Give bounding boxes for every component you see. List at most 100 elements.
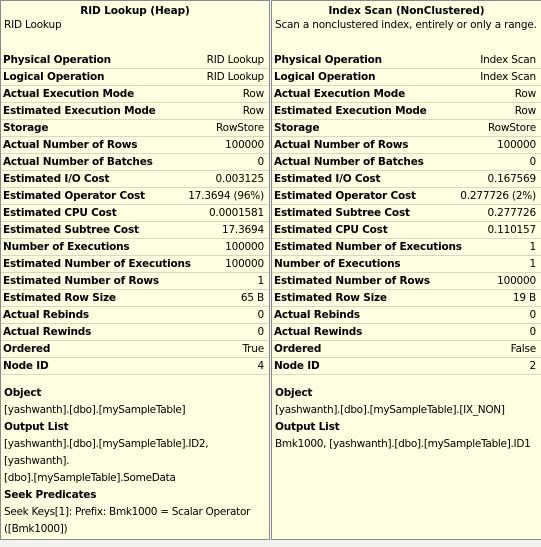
- property-value: 1: [529, 241, 537, 253]
- property-row: Physical Operation RID Lookup: [1, 52, 269, 69]
- index-scan-tooltip: Index Scan (NonClustered) Scan a nonclus…: [271, 0, 541, 540]
- detail-section: Object [yashwanth].[dbo].[mySampleTable].…: [272, 385, 541, 419]
- property-label: Storage: [274, 122, 320, 134]
- property-value: 100000: [225, 139, 264, 151]
- property-label: Estimated Row Size: [3, 292, 116, 304]
- detail-sections: Object [yashwanth].[dbo].[mySampleTable].…: [272, 375, 541, 453]
- property-label: Ordered: [3, 343, 51, 355]
- property-label: Estimated Execution Mode: [274, 105, 427, 117]
- property-value: 1: [529, 258, 537, 270]
- property-row: Estimated Number of Executions 100000: [1, 256, 269, 273]
- property-label: Node ID: [274, 360, 320, 372]
- property-value: 65 B: [240, 292, 264, 304]
- property-label: Storage: [3, 122, 49, 134]
- property-value: 0: [257, 326, 265, 338]
- property-row: Estimated I/O Cost 0.167569: [272, 171, 541, 188]
- property-value: Row: [514, 88, 536, 100]
- property-row: Actual Rewinds 0: [1, 324, 269, 341]
- property-row: Estimated Number of Executions 1: [272, 239, 541, 256]
- property-row: Logical Operation RID Lookup: [1, 69, 269, 86]
- detail-section: Output List [yashwanth].[dbo].[mySampleTa…: [1, 419, 269, 487]
- tooltip-description: Scan a nonclustered index, entirely or o…: [275, 19, 537, 31]
- property-label: Physical Operation: [3, 54, 111, 66]
- section-line: [dbo].[mySampleTable].SomeData: [4, 472, 176, 484]
- property-label: Estimated Number of Executions: [274, 241, 462, 253]
- property-value: Row: [242, 88, 264, 100]
- property-row: Storage RowStore: [272, 120, 541, 137]
- property-value: RowStore: [488, 122, 536, 134]
- property-row: Actual Rebinds 0: [272, 307, 541, 324]
- property-value: 0: [257, 309, 265, 321]
- section-heading: Seek Predicates: [4, 489, 97, 501]
- property-row: Physical Operation Index Scan: [272, 52, 541, 69]
- property-label: Actual Rewinds: [274, 326, 363, 338]
- property-label: Actual Number of Rows: [274, 139, 409, 151]
- properties-list: Physical Operation Index Scan Logical Oper…: [272, 52, 541, 375]
- property-label: Estimated Number of Rows: [274, 275, 430, 287]
- property-row: Estimated Number of Rows 1: [1, 273, 269, 290]
- properties-list: Physical Operation RID Lookup Logical Oper…: [1, 52, 269, 375]
- property-row: Estimated Execution Mode Row: [1, 103, 269, 120]
- property-label: Number of Executions: [3, 241, 130, 253]
- property-row: Estimated CPU Cost 0.0001581: [1, 205, 269, 222]
- property-label: Estimated Execution Mode: [3, 105, 156, 117]
- property-row: Actual Number of Rows 100000: [272, 137, 541, 154]
- property-label: Ordered: [274, 343, 322, 355]
- property-row: Ordered True: [1, 341, 269, 358]
- property-row: Ordered False: [272, 341, 541, 358]
- property-value: Index Scan: [480, 71, 536, 83]
- property-value: False: [510, 343, 537, 355]
- detail-section: Output List Bmk1000, [yashwanth].[dbo].[m…: [272, 419, 541, 453]
- property-label: Actual Rewinds: [3, 326, 92, 338]
- tooltip-description: RID Lookup: [4, 19, 62, 31]
- property-label: Estimated Subtree Cost: [274, 207, 410, 219]
- property-value: Index Scan: [480, 54, 536, 66]
- property-row: Estimated Row Size 19 B: [272, 290, 541, 307]
- property-value: 2: [529, 360, 537, 372]
- property-label: Actual Rebinds: [274, 309, 360, 321]
- property-row: Number of Executions 100000: [1, 239, 269, 256]
- property-label: Actual Number of Rows: [3, 139, 138, 151]
- property-label: Actual Number of Batches: [3, 156, 153, 168]
- property-row: Estimated Subtree Cost 17.3694: [1, 222, 269, 239]
- property-row: Number of Executions 1: [272, 256, 541, 273]
- property-label: Estimated Subtree Cost: [3, 224, 139, 236]
- property-label: Estimated I/O Cost: [3, 173, 110, 185]
- section-heading: Object: [4, 387, 42, 399]
- property-value: 0: [257, 156, 265, 168]
- property-value: 1: [257, 275, 265, 287]
- property-label: Estimated Operator Cost: [274, 190, 416, 202]
- property-value: 100000: [225, 241, 264, 253]
- property-label: Estimated Operator Cost: [3, 190, 145, 202]
- property-label: Logical Operation: [3, 71, 105, 83]
- property-value: Row: [514, 105, 536, 117]
- property-row: Actual Number of Rows 100000: [1, 137, 269, 154]
- section-heading: Output List: [4, 421, 69, 433]
- property-label: Estimated Row Size: [274, 292, 387, 304]
- property-row: Actual Execution Mode Row: [272, 86, 541, 103]
- background-strip: [0, 540, 541, 547]
- property-label: Physical Operation: [274, 54, 382, 66]
- property-label: Actual Number of Batches: [274, 156, 424, 168]
- property-row: Actual Execution Mode Row: [1, 86, 269, 103]
- property-label: Estimated Number of Rows: [3, 275, 159, 287]
- property-row: Estimated Row Size 65 B: [1, 290, 269, 307]
- property-value: RowStore: [216, 122, 264, 134]
- property-label: Node ID: [3, 360, 49, 372]
- section-line: Bmk1000, [yashwanth].[dbo].[mySampleTabl…: [275, 438, 531, 450]
- property-value: RID Lookup: [206, 71, 265, 83]
- section-heading: Object: [275, 387, 313, 399]
- property-row: Storage RowStore: [1, 120, 269, 137]
- property-value: True: [242, 343, 264, 355]
- property-value: 100000: [225, 258, 264, 270]
- property-row: Estimated Operator Cost 17.3694 (96%): [1, 188, 269, 205]
- property-row: Estimated Execution Mode Row: [272, 103, 541, 120]
- property-label: Estimated CPU Cost: [3, 207, 117, 219]
- property-row: Estimated Number of Rows 100000: [272, 273, 541, 290]
- property-value: Row: [242, 105, 264, 117]
- property-label: Number of Executions: [274, 258, 401, 270]
- detail-sections: Object [yashwanth].[dbo].[mySampleTable] O…: [1, 375, 269, 538]
- property-value: 17.3694: [221, 224, 264, 236]
- property-value: 0.277726 (2%): [460, 190, 536, 202]
- property-row: Estimated I/O Cost 0.003125: [1, 171, 269, 188]
